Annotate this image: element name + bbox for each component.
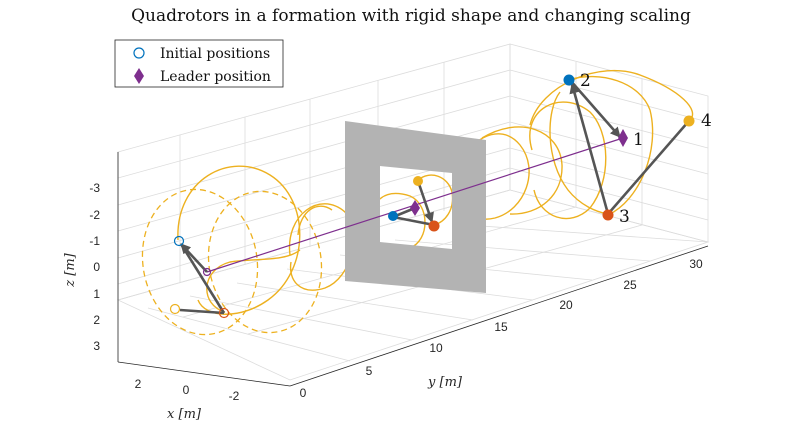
agent-label-2: 2 [580,71,591,91]
z-tick: 2 [93,313,100,327]
obstacle-frame [345,121,486,293]
chart-title: Quadrotors in a formation with rigid sha… [131,6,691,26]
y-tick: 10 [429,341,443,355]
y-axis-label: y [m] [427,375,463,390]
x-tick: 0 [183,383,190,397]
agent-4-final-marker [683,115,695,127]
z-axis-ticks: -3 -2 -1 0 1 2 3 [89,181,100,353]
agent-label-4: 4 [701,111,712,131]
initial-markers [169,235,230,319]
y-tick: 0 [300,386,307,400]
agent-1-diamond [410,200,420,216]
agent-4-marker [413,176,423,186]
z-tick: 1 [93,287,100,301]
agent-3-final-marker [602,209,614,221]
x-axis-ticks: 2 0 -2 [135,377,240,403]
z-tick: 3 [93,339,100,353]
legend: Initial positions Leader position [114,39,284,88]
final-markers [563,74,695,221]
formation-links-initial [179,243,226,315]
y-tick: 15 [494,320,508,334]
initial-marker-agent-2 [173,235,185,247]
initial-dashed-trajectories [141,188,323,336]
agent-2-final-marker [563,74,575,86]
x-tick: 2 [135,377,142,391]
initial-marker-agent-4 [169,303,181,315]
legend-leader-marker [134,68,144,84]
y-tick: 30 [689,257,703,271]
z-tick: -1 [89,234,100,248]
legend-initial-marker [133,47,145,59]
y-tick: 25 [623,278,637,292]
y-tick: 20 [559,298,573,312]
legend-box [114,39,284,88]
agent-1-final-diamond [618,129,628,147]
agent-label-3: 3 [619,207,630,227]
y-axis-ticks: 0 5 10 15 20 25 30 [300,257,703,400]
agent-label-1: 1 [633,130,644,150]
middle-markers [388,176,440,232]
x-axis-label: x [m] [167,407,202,422]
legend-initial-label: Initial positions [160,46,270,62]
initial-marker-agent-1 [202,267,212,277]
axes [117,152,709,387]
z-tick: 0 [93,260,100,274]
agent-3-marker [428,220,440,232]
z-tick: -3 [89,181,100,195]
y-tick: 5 [366,364,373,378]
legend-leader-label: Leader position [160,69,271,85]
agent-2-marker [388,211,398,221]
initial-marker-agent-3 [218,307,230,319]
formation-links-final [569,79,689,215]
z-axis-label: z [m] [63,252,78,287]
x-tick: -2 [229,389,240,403]
z-tick: -2 [89,208,100,222]
